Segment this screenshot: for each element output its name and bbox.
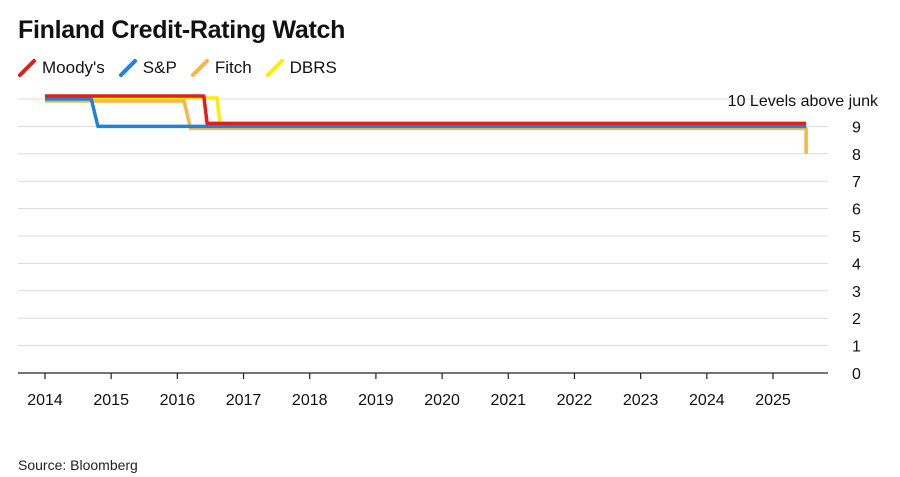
series-lines	[45, 94, 808, 154]
y-tick-label-3: 3	[852, 284, 861, 301]
legend-swatch-moodys	[18, 59, 36, 77]
legend-swatch-fitch	[190, 59, 209, 77]
y-tick-label-0: 0	[852, 366, 861, 383]
chart-title: Finland Credit-Rating Watch	[18, 16, 346, 44]
legend: Moody's S&P Fitch DBRS	[18, 58, 337, 78]
series-line-sp	[45, 97, 807, 129]
legend-label-dbrs: DBRS	[289, 58, 337, 77]
x-tick-label-2025: 2025	[755, 392, 791, 409]
series-line-moodys	[45, 94, 807, 126]
x-tick-label-2014: 2014	[27, 392, 63, 409]
legend-label-sp: S&P	[142, 58, 177, 77]
x-axis: 2014 2015 2016 2017 2018 2019 2020 2021 2022 2023…	[18, 372, 828, 409]
x-tick-label-2017: 2017	[226, 392, 262, 409]
series-line-fitch	[45, 99, 808, 154]
y-tick-label-1: 1	[852, 339, 861, 356]
legend-label-fitch: Fitch	[214, 58, 252, 77]
x-tick-label-2019: 2019	[358, 392, 394, 409]
x-tick-label-2015: 2015	[93, 392, 129, 409]
legend-swatch-sp	[118, 59, 137, 77]
x-tick-label-2022: 2022	[557, 392, 593, 409]
legend-item-sp: S&P	[118, 58, 177, 78]
y-tick-label-2: 2	[852, 311, 861, 328]
y-tick-label-9: 9	[852, 119, 861, 136]
y-tick-label-6: 6	[852, 202, 861, 219]
y-axis: 0 1 2 3 4 5 6 7 8 9	[852, 119, 861, 383]
x-tick-label-2018: 2018	[292, 392, 328, 409]
x-tick-label-2024: 2024	[689, 392, 725, 409]
x-tick-label-2016: 2016	[160, 392, 196, 409]
x-tick-label-2021: 2021	[490, 392, 526, 409]
x-tick-label-2023: 2023	[623, 392, 659, 409]
legend-item-fitch: Fitch	[190, 58, 252, 78]
source-note: Source: Bloomberg	[18, 457, 138, 473]
grid	[18, 98, 828, 347]
y-tick-label-4: 4	[852, 256, 861, 273]
x-tick-label-2020: 2020	[424, 392, 460, 409]
y-tick-label-8: 8	[852, 147, 861, 164]
legend-swatch-dbrs	[265, 59, 284, 77]
y-tick-label-5: 5	[852, 229, 861, 246]
legend-label-moodys: Moody's	[42, 58, 105, 77]
annotation-10-levels: 10 Levels above junk	[728, 93, 879, 110]
y-tick-label-7: 7	[852, 174, 861, 191]
legend-item-dbrs: DBRS	[265, 58, 337, 78]
legend-item-moodys: Moody's	[18, 58, 105, 78]
